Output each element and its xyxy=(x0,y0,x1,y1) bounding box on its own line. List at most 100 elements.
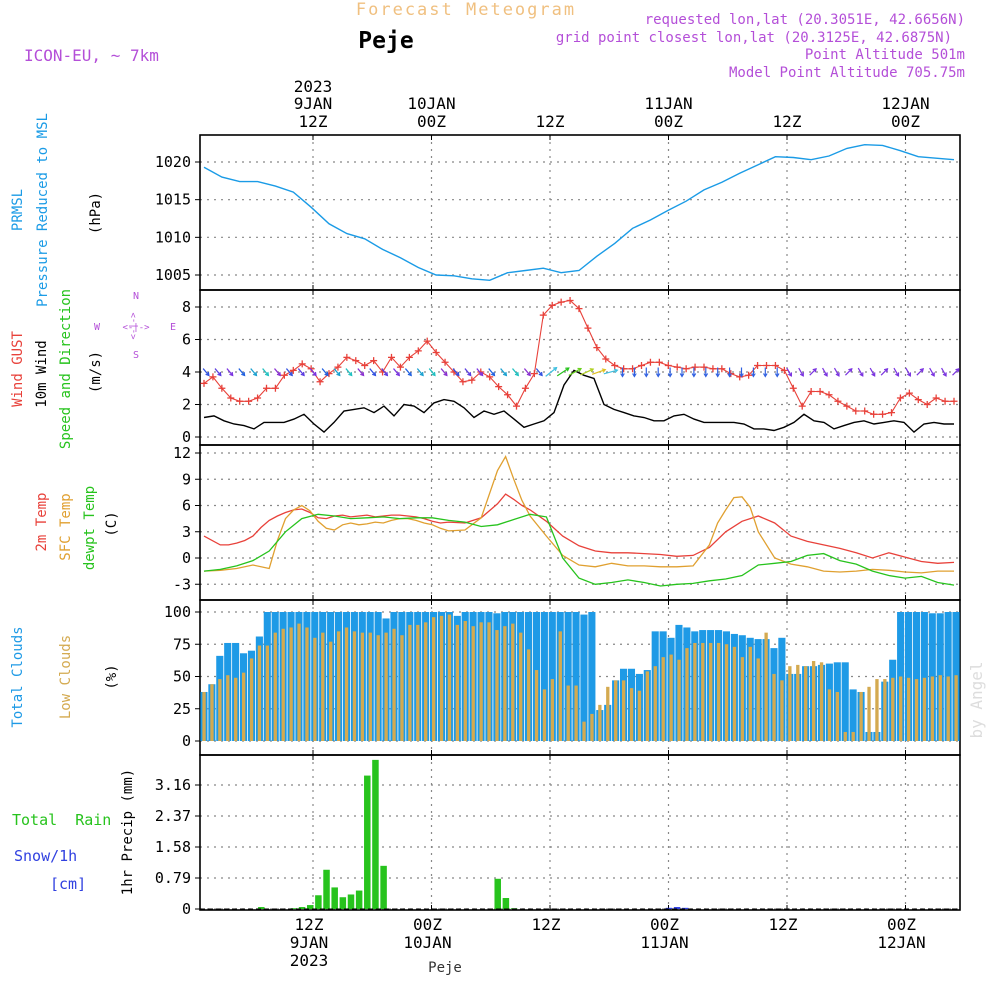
wind-direction-arrowhead xyxy=(848,367,853,373)
low-cloud-bar xyxy=(835,691,840,741)
top-time-label: 12Z xyxy=(536,112,565,131)
rain-bar xyxy=(339,897,347,909)
low-cloud-bar xyxy=(249,658,254,741)
temp-dewpt-line xyxy=(203,513,955,587)
wind-direction-arrowhead xyxy=(217,371,222,377)
total-cloud-bar xyxy=(920,612,928,741)
wind-direction-arrow xyxy=(809,368,817,376)
wind-direction-arrowhead xyxy=(276,371,282,377)
clouds-label-low: Low Clouds xyxy=(58,635,74,719)
compass-n: N xyxy=(133,291,139,302)
wind-direction-arrowhead xyxy=(620,373,625,378)
precip-tick-label: 0 xyxy=(182,900,191,918)
top-time-label: 2023 xyxy=(294,77,333,96)
wind-direction-arrow xyxy=(476,368,484,376)
low-cloud-bar xyxy=(582,721,586,741)
wind-direction-arrow xyxy=(952,368,960,376)
rain-bar xyxy=(258,907,265,909)
temp-tick-label: 12 xyxy=(173,444,191,462)
low-cloud-bar xyxy=(297,623,301,741)
wind-direction-arrowhead xyxy=(443,371,448,377)
rain-bar xyxy=(306,905,314,909)
low-cloud-bar xyxy=(471,626,475,741)
model-label: ICON-EU, ~ 7km xyxy=(24,46,159,65)
low-cloud-bar xyxy=(732,646,737,741)
wind-direction-arrowhead xyxy=(577,367,583,372)
wind-direction-arrow xyxy=(568,368,582,376)
wind-tick-label: 2 xyxy=(182,396,191,414)
wind-direction-arrow xyxy=(297,368,305,376)
wind-direction-arrowhead xyxy=(407,371,412,377)
low-cloud-bar xyxy=(922,677,927,741)
precip-label-cm: [cm] xyxy=(50,875,86,893)
wind-direction-arrowhead xyxy=(787,372,793,377)
total-cloud-bar xyxy=(588,612,596,741)
low-cloud-bar xyxy=(226,675,230,741)
rain-bar xyxy=(355,890,363,909)
low-cloud-bar xyxy=(629,688,634,741)
bottom-time-label: 00Z xyxy=(887,915,916,934)
pressure-panel: 1005 1010 1015 1020 xyxy=(155,134,961,291)
requested-coord: requested lon,lat (20.3051E, 42.6656N) xyxy=(645,12,965,28)
low-cloud-bar xyxy=(867,686,871,741)
pressure-line xyxy=(203,143,955,282)
wind-direction-arrowhead xyxy=(679,373,685,378)
wind-direction-arrow xyxy=(452,368,460,376)
low-cloud-bar xyxy=(439,615,444,741)
wind-direction-arrow xyxy=(333,368,341,376)
low-cloud-bar xyxy=(503,626,507,741)
wind-direction-arrowhead xyxy=(300,371,305,377)
wind-direction-arrowhead xyxy=(252,371,258,377)
wind-direction-arrow xyxy=(929,367,935,377)
rain-bar xyxy=(298,907,306,909)
low-cloud-bar xyxy=(946,676,950,741)
top-time-label: 12Z xyxy=(773,112,802,131)
wind-direction-arrowhead xyxy=(930,372,935,377)
low-cloud-bar xyxy=(321,632,325,741)
wind-direction-arrow xyxy=(857,367,864,377)
top-time-label: 00Z xyxy=(891,112,920,131)
low-cloud-bar xyxy=(891,677,895,741)
wind-direction-arrowhead xyxy=(431,371,436,377)
low-cloud-bar xyxy=(914,679,919,741)
station-name: Peje xyxy=(358,28,413,54)
wind-direction-arrowhead xyxy=(919,367,925,373)
wind-direction-arrow xyxy=(545,367,557,377)
wind-direction-arrowhead xyxy=(336,371,341,377)
temp-unit: (C) xyxy=(104,511,120,536)
low-cloud-bar xyxy=(780,680,784,741)
low-cloud-bar xyxy=(621,680,626,741)
top-time-label: 9JAN xyxy=(294,94,333,113)
low-cloud-bar xyxy=(352,631,357,741)
wind-direction-arrowhead xyxy=(655,373,661,378)
wind-direction-arrowhead xyxy=(762,373,768,378)
wind-direction-arrowhead xyxy=(264,371,270,377)
total-cloud-bar xyxy=(548,612,556,741)
wind-direction-arrowhead xyxy=(955,367,960,373)
wind-direction-arrow xyxy=(523,368,531,376)
precip-tick-label: 1.58 xyxy=(155,838,191,856)
wind-direction-arrow xyxy=(393,368,400,376)
model-altitude: Model Point Altitude 705.75m xyxy=(729,65,965,81)
total-cloud-bar xyxy=(572,612,580,741)
low-cloud-bar xyxy=(400,635,404,741)
temp-label-dewpt: dewpt Temp xyxy=(82,486,98,570)
wind-direction-arrow xyxy=(844,368,853,376)
low-cloud-bar xyxy=(859,691,863,741)
wind-direction-arrow xyxy=(822,367,828,377)
wind-direction-arrow xyxy=(416,368,424,376)
total-cloud-bar xyxy=(849,689,857,741)
wind-direction-arrowhead xyxy=(348,371,353,377)
wind-direction-arrowhead xyxy=(526,371,531,377)
temp-tick-label: 6 xyxy=(182,497,191,515)
precip-unit: 1hr Precip (mm) xyxy=(120,769,136,895)
pressure-tick-label: 1010 xyxy=(155,228,191,246)
compass-ew-arrow: <-|-> xyxy=(122,323,150,333)
low-cloud-bar xyxy=(281,628,285,741)
low-cloud-bar xyxy=(598,704,602,741)
low-cloud-bar xyxy=(210,684,214,741)
pressure-tick-label: 1020 xyxy=(155,153,191,171)
low-cloud-bar xyxy=(899,676,903,741)
compass-s: S xyxy=(133,350,139,361)
